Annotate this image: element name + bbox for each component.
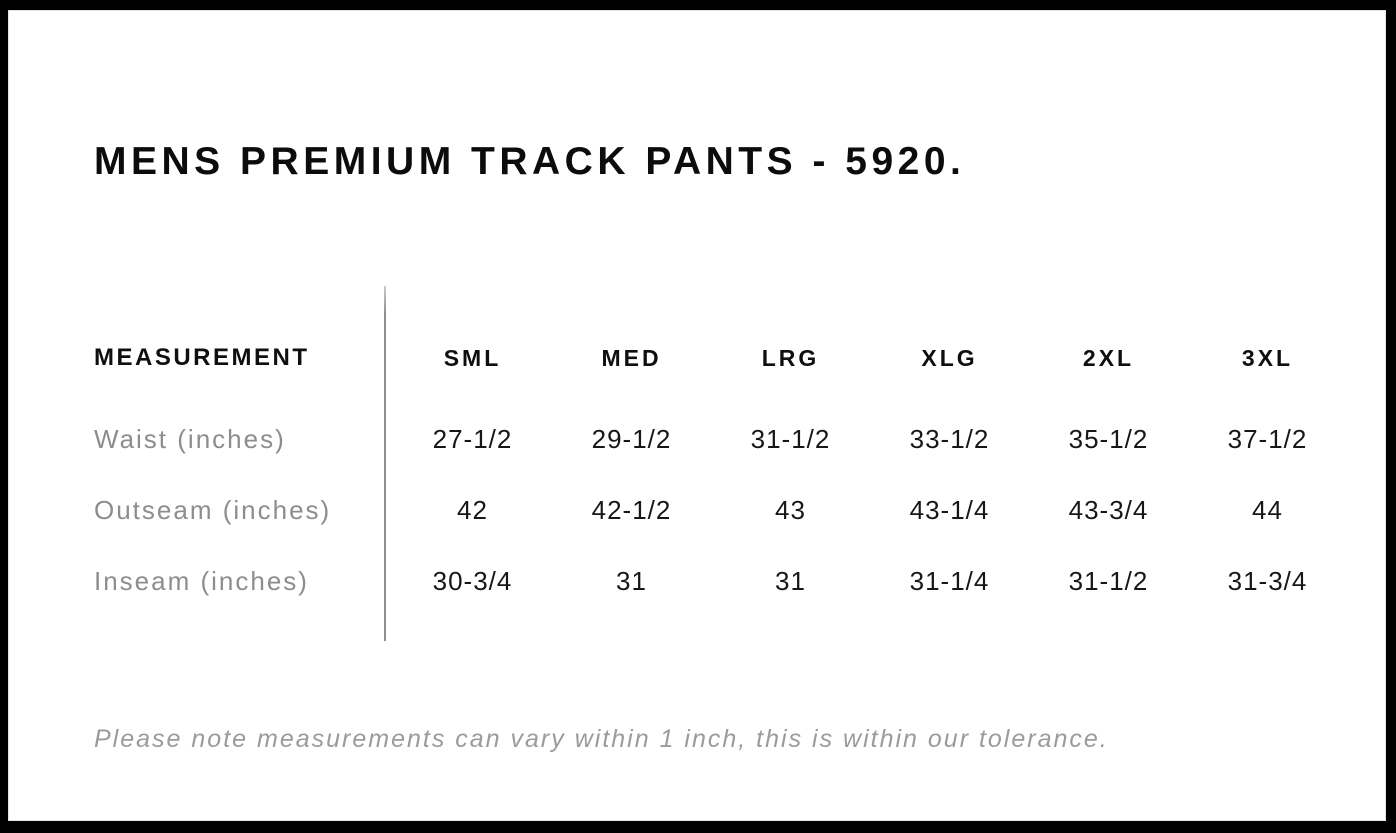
table-row-inseam: Inseam (inches) 30-3/4 31 31 31-1/4 31-1… — [94, 561, 1354, 601]
inseam-lrg-value: 31 — [775, 565, 806, 596]
waist-lrg-value: 31-1/2 — [750, 423, 831, 454]
size-guide-page: MENS PREMIUM TRACK PANTS - 5920. MEASURE… — [8, 10, 1386, 821]
outseam-sml-value: 42 — [457, 494, 488, 525]
outseam-lrg-value: 43 — [775, 494, 806, 525]
waist-2xl-value: 35-1/2 — [1068, 423, 1149, 454]
inseam-med-value: 31 — [616, 565, 647, 596]
size-header-med: MED — [601, 344, 662, 371]
inseam-xlg-value: 31-1/4 — [909, 565, 990, 596]
outseam-xlg-value: 43-1/4 — [909, 494, 990, 525]
row-label-waist: Waist (inches) — [94, 423, 286, 454]
tolerance-footnote: Please note measurements can vary within… — [94, 725, 1109, 753]
size-header-xlg: XLG — [921, 344, 978, 371]
waist-med-value: 29-1/2 — [591, 423, 672, 454]
waist-3xl-value: 37-1/2 — [1227, 423, 1308, 454]
waist-xlg-value: 33-1/2 — [909, 423, 990, 454]
size-header-lrg: LRG — [761, 344, 820, 371]
table-row-outseam: Outseam (inches) 42 42-1/2 43 43-1/4 43-… — [94, 490, 1354, 530]
size-header-sml: SML — [443, 344, 502, 371]
waist-sml-value: 27-1/2 — [432, 423, 513, 454]
size-header-3xl: 3XL — [1241, 344, 1294, 371]
row-label-inseam: Inseam (inches) — [94, 565, 309, 596]
column-divider-line — [384, 286, 386, 641]
inseam-sml-value: 30-3/4 — [432, 565, 513, 596]
outseam-med-value: 42-1/2 — [591, 494, 672, 525]
outseam-2xl-value: 43-3/4 — [1068, 494, 1149, 525]
table-row-waist: Waist (inches) 27-1/2 29-1/2 31-1/2 33-1… — [94, 419, 1354, 459]
outseam-3xl-value: 44 — [1252, 494, 1283, 525]
page-title: MENS PREMIUM TRACK PANTS - 5920. — [94, 140, 966, 184]
inseam-3xl-value: 31-3/4 — [1227, 565, 1308, 596]
size-header-2xl: 2XL — [1082, 344, 1135, 371]
table-header-row: MEASUREMENT SML MED LRG XLG 2XL 3XL — [94, 338, 1354, 378]
inseam-2xl-value: 31-1/2 — [1068, 565, 1149, 596]
row-label-outseam: Outseam (inches) — [94, 494, 332, 525]
size-chart-table: MEASUREMENT SML MED LRG XLG 2XL 3XL Wais… — [94, 286, 1354, 641]
measurement-column-header: MEASUREMENT — [94, 344, 310, 371]
